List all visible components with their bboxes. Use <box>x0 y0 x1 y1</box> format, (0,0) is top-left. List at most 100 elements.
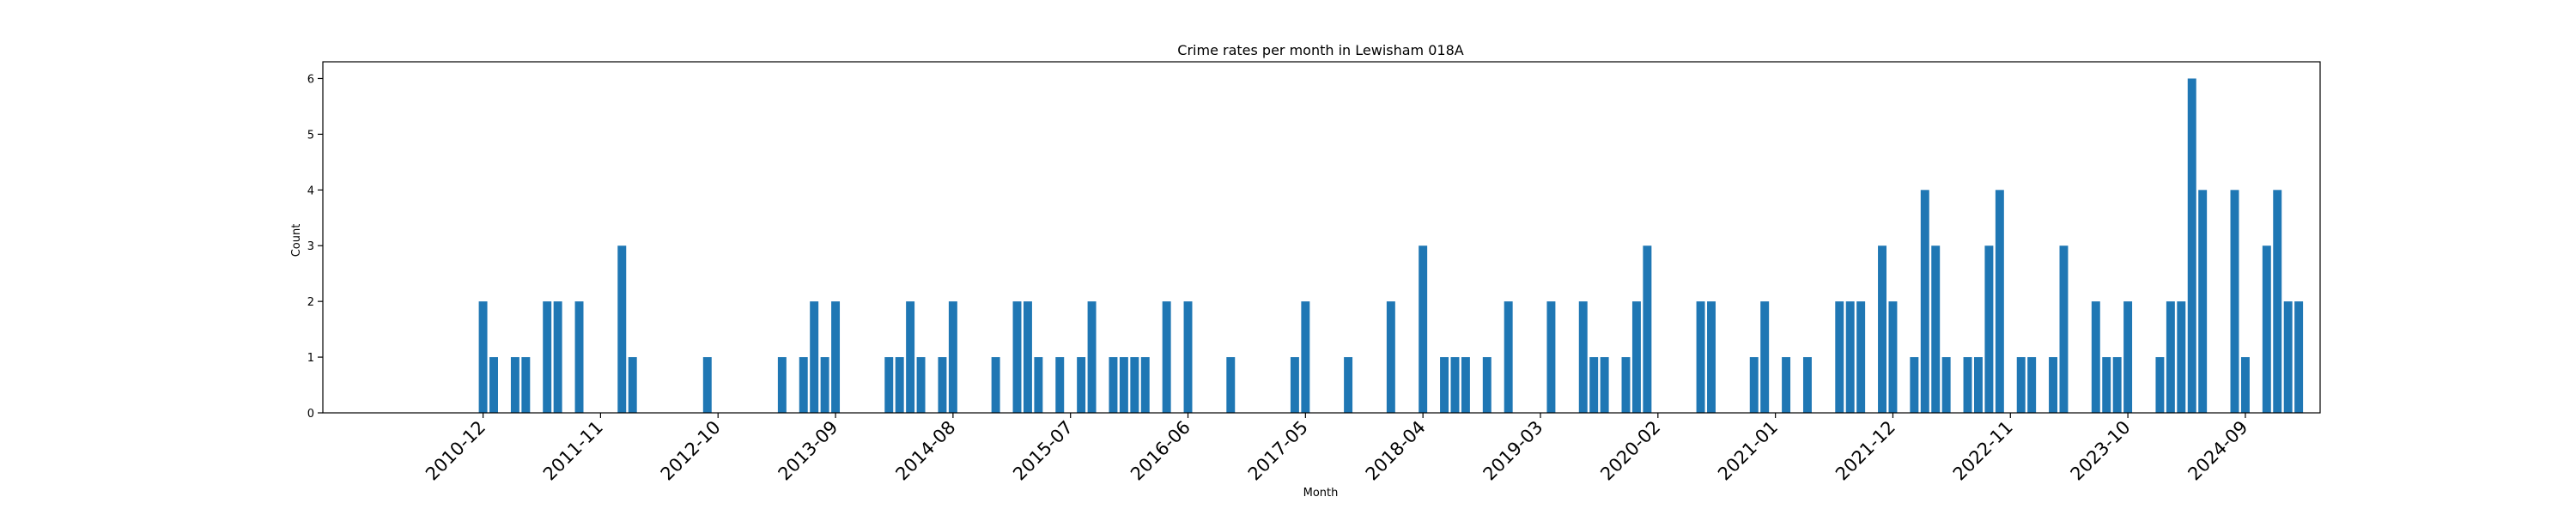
chart-title: Crime rates per month in Lewisham 018A <box>1177 42 1463 58</box>
bar <box>1760 301 1770 413</box>
bar <box>510 357 519 413</box>
plot-frame <box>322 61 2321 414</box>
bar <box>1782 357 1791 413</box>
x-axis-label: Month <box>1303 487 1339 500</box>
bar <box>1162 301 1171 413</box>
x-tick-label: 2022-11 <box>1949 417 2017 485</box>
bar <box>1995 190 2004 413</box>
bar <box>574 301 584 413</box>
bar <box>1696 301 1705 413</box>
x-tick-label: 2011-11 <box>539 417 607 485</box>
bar <box>810 301 819 413</box>
bar <box>543 301 552 413</box>
bar <box>938 357 947 413</box>
bar <box>1643 245 1652 413</box>
bar <box>2027 357 2037 413</box>
x-tick-label: 2020-02 <box>1596 417 1664 485</box>
bar <box>2166 301 2175 413</box>
bar <box>2177 301 2186 413</box>
bar <box>1910 357 1919 413</box>
bar <box>2198 190 2208 413</box>
bar <box>2283 301 2293 413</box>
bar <box>2091 301 2100 413</box>
bar <box>2294 301 2304 413</box>
bar <box>1631 301 1641 413</box>
bar <box>2123 301 2133 413</box>
bar <box>1034 357 1043 413</box>
bar <box>1589 357 1599 413</box>
bar <box>1077 357 1086 413</box>
x-tick-label: 2010-12 <box>422 417 489 485</box>
y-tick-label: 2 <box>307 296 314 309</box>
bar <box>1931 245 1941 413</box>
bar <box>1461 357 1470 413</box>
bar <box>1984 245 1994 413</box>
bar <box>1600 357 1609 413</box>
x-tick-label: 2016-06 <box>1127 417 1194 485</box>
bar <box>2016 357 2026 413</box>
bar <box>1878 245 1886 413</box>
bar <box>1344 357 1353 413</box>
bar <box>553 301 562 413</box>
bar <box>1546 301 1556 413</box>
bar <box>1888 301 1898 413</box>
bar <box>1109 357 1118 413</box>
bar <box>1621 357 1631 413</box>
bar <box>1386 301 1395 413</box>
bar <box>628 357 637 413</box>
y-tick-label: 4 <box>307 185 314 197</box>
bar <box>1119 357 1128 413</box>
bar <box>799 357 808 413</box>
bar <box>1941 357 1951 413</box>
x-tick-label: 2012-10 <box>657 417 725 485</box>
bar <box>1578 301 1588 413</box>
bar <box>991 357 1000 413</box>
bar <box>1802 357 1812 413</box>
bar <box>1835 301 1844 413</box>
x-tick-label: 2018-04 <box>1362 417 1430 485</box>
x-tick-label: 2023-10 <box>2067 417 2135 485</box>
bar <box>2262 245 2271 413</box>
bar <box>916 357 926 413</box>
bar <box>489 357 498 413</box>
bar <box>2230 190 2239 413</box>
bar <box>1183 301 1193 413</box>
bar <box>2187 78 2196 413</box>
bar <box>895 357 904 413</box>
bar <box>478 301 488 413</box>
bar <box>1419 245 1428 413</box>
bar <box>1845 301 1855 413</box>
bar <box>2112 357 2122 413</box>
x-tick-label: 2013-09 <box>775 417 842 485</box>
bar <box>1301 301 1310 413</box>
bar <box>1856 301 1866 413</box>
bar <box>2102 357 2111 413</box>
y-tick-label: 6 <box>307 73 314 86</box>
x-tick-label: 2024-09 <box>2184 417 2251 485</box>
y-tick-label: 3 <box>307 240 314 253</box>
bar <box>702 357 712 413</box>
bar <box>1749 357 1759 413</box>
bar <box>1290 357 1299 413</box>
bar <box>906 301 915 413</box>
bar <box>2155 357 2165 413</box>
x-tick-label: 2017-05 <box>1244 417 1312 485</box>
bar <box>1707 301 1716 413</box>
bar <box>1012 301 1022 413</box>
y-tick-label: 5 <box>307 129 314 142</box>
y-tick-label: 0 <box>307 408 314 421</box>
bar <box>1226 357 1236 413</box>
x-tick-label: 2021-12 <box>1832 417 1899 485</box>
plot-area: 0 1 2 3 4 5 6 2010-12 2011-11 2012-10 2013-09 2014-… <box>307 61 2321 485</box>
y-axis-label: Count <box>290 224 303 258</box>
bar <box>1504 301 1513 413</box>
bar <box>2059 245 2069 413</box>
bar <box>884 357 894 413</box>
x-tick-label: 2015-07 <box>1009 417 1077 485</box>
bar <box>820 357 829 413</box>
bar <box>2240 357 2250 413</box>
bar <box>2049 357 2058 413</box>
bar <box>2273 190 2282 413</box>
bar <box>1920 190 1929 413</box>
bar <box>1973 357 1983 413</box>
